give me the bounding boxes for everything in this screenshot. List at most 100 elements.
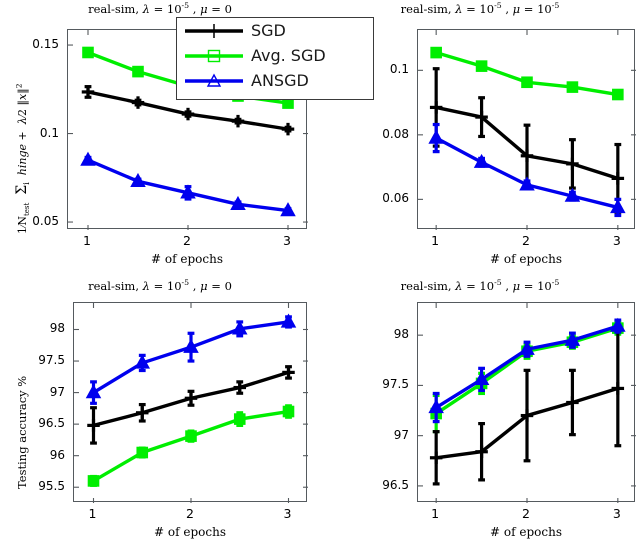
- plot-inner-top-right: [418, 30, 636, 230]
- title-dataset: real-sim: [88, 279, 136, 293]
- series-layer-top-right: [418, 30, 636, 230]
- x-tick-label: 3: [612, 506, 621, 521]
- y-tick-label: 98: [393, 327, 409, 342]
- series-avg-sgd: [87, 404, 295, 487]
- data-point-markers: [429, 382, 625, 465]
- title-mu-base: 10: [537, 2, 552, 16]
- title-lambda-exp: -5: [494, 278, 502, 288]
- x-axis-label-top-left: # of epochs: [151, 252, 223, 266]
- x-axis-ticks-top-right: 1 2 3: [417, 232, 635, 250]
- title-mu-base: 0: [224, 2, 232, 16]
- series-avg-sgd: [430, 46, 624, 101]
- legend-swatch-sgd: [183, 21, 245, 41]
- data-point-markers: [87, 405, 295, 487]
- legend-swatch-ansgd: [183, 71, 245, 91]
- x-axis-label-bottom-right: # of epochs: [490, 525, 562, 539]
- title-lambda-exp: -5: [181, 1, 190, 11]
- x-tick-label: 2: [522, 233, 530, 248]
- y-axis-ticks-bottom-right: 96.5 97 97.5 98: [350, 302, 413, 502]
- title-lambda-exp: -5: [181, 278, 190, 288]
- y-axis-ticks-top-left: 0.05 0.1 0.15: [0, 29, 63, 229]
- title-mu-base: 10: [537, 279, 552, 293]
- y-tick-label: 96.5: [38, 416, 65, 431]
- x-tick-label: 3: [283, 233, 291, 248]
- x-tick-label: 2: [522, 506, 530, 521]
- y-tick-label: 0.1: [39, 125, 59, 140]
- x-tick-label: 1: [431, 233, 440, 248]
- series-ansgd: [85, 313, 297, 405]
- series-sgd: [81, 85, 295, 136]
- plot-area-bottom-left: [73, 302, 308, 503]
- x-tick-label: 3: [283, 506, 292, 521]
- legend-item-sgd[interactable]: SGD: [177, 18, 373, 43]
- x-tick-label: 1: [88, 506, 97, 521]
- series-sgd: [87, 365, 295, 445]
- y-axis-ticks-top-right: 0.06 0.08 0.1: [350, 29, 413, 229]
- x-axis-label-top-right: # of epochs: [490, 252, 562, 266]
- series-layer-bottom-right: [418, 303, 636, 503]
- y-tick-label: 97.5: [382, 377, 409, 392]
- title-dataset: real-sim: [88, 2, 136, 16]
- series-ansgd: [80, 151, 296, 217]
- data-point-markers: [428, 317, 626, 414]
- title-lambda-base: 10: [479, 2, 495, 16]
- data-point-markers: [80, 151, 296, 217]
- x-axis-ticks-top-left: 1 2 3: [67, 232, 307, 250]
- y-tick-label: 98: [49, 321, 65, 336]
- series-ansgd: [428, 122, 626, 218]
- legend: SGD Avg. SGD ANSGD: [176, 17, 374, 100]
- title-lambda-base: 10: [166, 2, 182, 16]
- y-tick-label: 0.06: [382, 191, 409, 206]
- y-tick-label: 97.5: [38, 353, 65, 368]
- data-point-markers: [429, 101, 625, 185]
- data-point-markers: [87, 366, 295, 432]
- panel-top-right: real-sim, λ = 10-5 , μ = 10-5 0.06 0.08 0.…: [320, 0, 640, 277]
- x-tick-label: 1: [431, 506, 440, 521]
- y-tick-label: 0.1: [389, 62, 409, 77]
- data-point-markers: [430, 46, 624, 101]
- plot-inner-bottom-right: [418, 303, 636, 503]
- title-lambda-exp: -5: [494, 1, 502, 11]
- x-tick-label: 2: [186, 506, 194, 521]
- title-lambda-base: 10: [166, 279, 182, 293]
- legend-item-ansgd[interactable]: ANSGD: [177, 68, 373, 93]
- y-axis-ticks-bottom-left: 95.5 96 96.5 97 97.5 98: [6, 302, 69, 502]
- x-axis-label-bottom-left: # of epochs: [154, 525, 226, 539]
- title-mu-exp: -5: [551, 278, 560, 288]
- plot-area-top-right: [417, 29, 636, 230]
- panel-title-top-left: real-sim, λ = 10-5 , μ = 0: [88, 1, 232, 16]
- data-point-markers: [428, 129, 626, 214]
- y-tick-label: 97: [393, 427, 409, 442]
- plot-area-bottom-right: [417, 302, 636, 503]
- legend-label-avg-sgd: Avg. SGD: [251, 46, 326, 65]
- series-sgd: [429, 329, 625, 486]
- x-tick-label: 1: [83, 233, 91, 248]
- x-axis-ticks-bottom-right: 1 2 3: [417, 505, 635, 523]
- series-sgd: [429, 67, 625, 214]
- axis-tickmarks: [74, 303, 308, 503]
- data-point-markers: [81, 85, 295, 136]
- y-tick-label: 0.05: [32, 214, 59, 229]
- series-ansgd: [428, 317, 626, 424]
- title-dataset: real-sim: [400, 279, 448, 293]
- x-tick-label: 3: [612, 233, 621, 248]
- series-layer-bottom-left: [74, 303, 308, 503]
- title-mu-exp: -5: [551, 1, 560, 11]
- x-axis-ticks-bottom-left: 1 2 3: [73, 505, 307, 523]
- panel-title-bottom-right: real-sim, λ = 10-5 , μ = 10-5: [400, 278, 560, 293]
- x-tick-label: 2: [183, 233, 191, 248]
- data-point-markers: [85, 313, 297, 399]
- y-tick-label: 95.5: [38, 479, 65, 494]
- title-mu-base: 0: [224, 279, 232, 293]
- title-lambda-base: 10: [479, 279, 495, 293]
- title-dataset: real-sim: [400, 2, 448, 16]
- legend-label-ansgd: ANSGD: [251, 71, 309, 90]
- panel-bottom-right: real-sim, λ = 10-5 , μ = 10-5 96.5 97 97.5…: [320, 277, 640, 554]
- panel-title-bottom-left: real-sim, λ = 10-5 , μ = 0: [88, 278, 232, 293]
- legend-item-avg-sgd[interactable]: Avg. SGD: [177, 43, 373, 68]
- axis-tickmarks: [418, 303, 636, 503]
- legend-label-sgd: SGD: [251, 21, 286, 40]
- panel-title-top-right: real-sim, λ = 10-5 , μ = 10-5: [400, 1, 560, 16]
- axis-tickmarks: [418, 30, 636, 230]
